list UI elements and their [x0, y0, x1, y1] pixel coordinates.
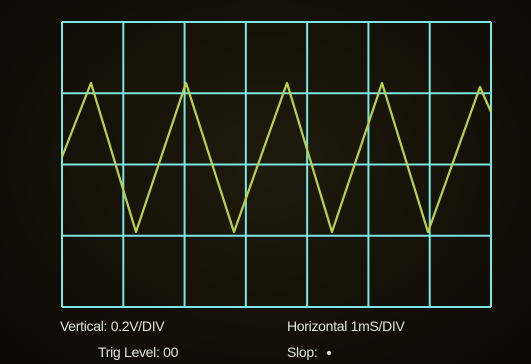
slope-label: Slop: [287, 344, 318, 360]
vertical-scale-readout: Vertical: 0.2V/DIV [60, 318, 165, 334]
slope-readout: Slop: [287, 344, 332, 360]
slope-indicator-icon [327, 351, 332, 356]
trigger-level-readout: Trig Level: 00 [98, 344, 179, 360]
horizontal-scale-readout: Horizontal 1mS/DIV [287, 318, 405, 334]
graticule-grid [61, 21, 492, 308]
signal-trace [60, 81, 493, 234]
